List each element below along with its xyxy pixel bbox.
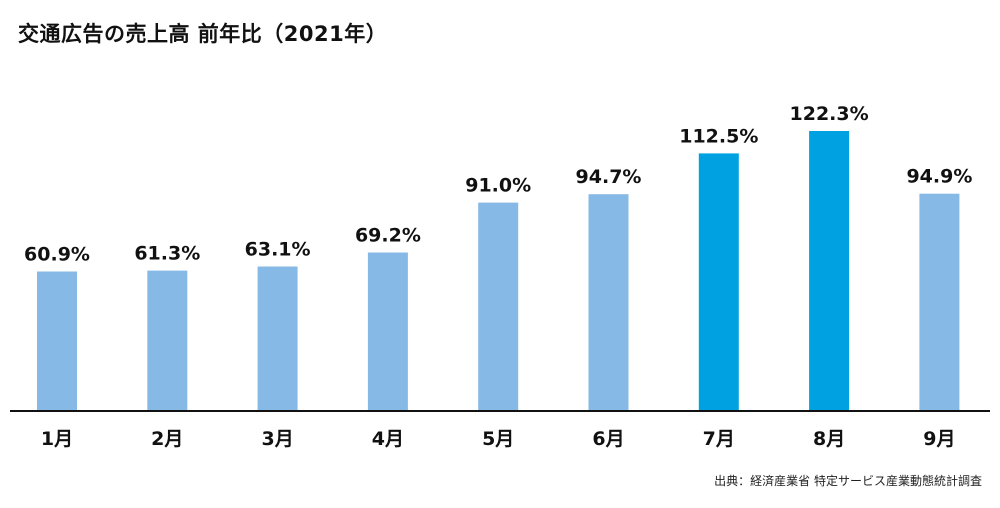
- value-label-8: 122.3%: [790, 103, 869, 125]
- bars-layer: [37, 131, 960, 411]
- x-tick-label-9: 9月: [923, 428, 955, 450]
- value-label-6: 94.7%: [576, 166, 642, 188]
- chart-title: 交通広告の売上高 前年比（2021年）: [18, 22, 388, 46]
- x-tick-label-7: 7月: [703, 428, 735, 450]
- value-label-2: 61.3%: [134, 243, 200, 265]
- bar-4: [367, 252, 408, 411]
- value-label-9: 94.9%: [906, 166, 972, 188]
- bar-5: [478, 202, 519, 411]
- value-label-5: 91.0%: [465, 175, 531, 197]
- x-tick-label-5: 5月: [482, 428, 514, 450]
- bar-8: [809, 131, 850, 411]
- value-label-7: 112.5%: [679, 125, 758, 147]
- value-label-4: 69.2%: [355, 225, 421, 247]
- bar-1: [37, 271, 77, 411]
- value-labels-layer: 60.9% 61.3% 63.1% 69.2% 91.0% 94.7% 112.5% 122.…: [24, 103, 972, 266]
- x-tick-label-6: 6月: [592, 428, 624, 450]
- bar-2: [147, 270, 188, 411]
- x-tick-label-8: 8月: [813, 428, 845, 450]
- bar-9: [919, 193, 960, 411]
- x-tick-label-3: 3月: [261, 428, 293, 450]
- bar-6: [588, 194, 629, 411]
- bar-3: [257, 266, 298, 411]
- x-tick-label-2: 2月: [151, 428, 183, 450]
- x-tick-label-1: 1月: [41, 428, 73, 450]
- value-label-3: 63.1%: [245, 239, 311, 261]
- bar-7: [698, 153, 739, 411]
- value-label-1: 60.9%: [24, 244, 90, 266]
- x-tick-labels-layer: 1月 2月 3月 4月 5月 6月 7月 8月 9月: [41, 428, 956, 450]
- source-note: 出典：経済産業省 特定サービス産業動態統計調査: [714, 474, 982, 488]
- x-tick-label-4: 4月: [372, 428, 404, 450]
